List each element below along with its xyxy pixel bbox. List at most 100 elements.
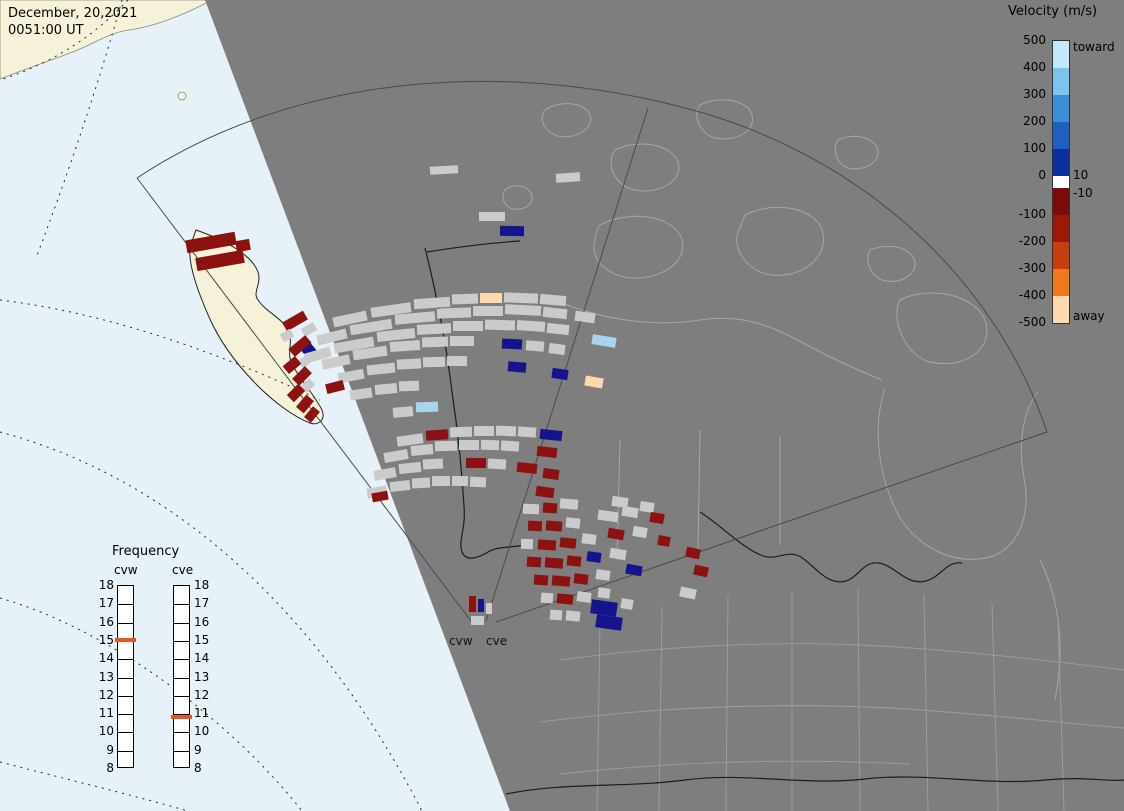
colorbar-segment <box>1053 149 1069 176</box>
radar-echo-cell <box>516 461 538 475</box>
cvw-frequency-scale <box>117 585 134 768</box>
frequency-tick-label: 12 <box>98 687 114 702</box>
radar-echo-cell <box>398 461 422 475</box>
radar-echo-cell <box>620 598 634 610</box>
radar-echo-cell <box>586 551 602 563</box>
frequency-tick-label: 13 <box>98 669 114 684</box>
radar-echo-cell <box>478 599 484 612</box>
time-label: 0051:00 UT <box>8 23 84 38</box>
velocity-tick-label: 100 <box>1023 141 1046 155</box>
radar-echo-cell <box>517 426 537 438</box>
cve-column-label: cve <box>172 563 194 577</box>
radar-echo-cell <box>300 322 318 337</box>
colorbar-segment <box>1053 122 1069 149</box>
radar-echo-cell <box>195 249 245 272</box>
radar-echo-cell <box>451 293 479 305</box>
radar-echo-cell <box>591 334 617 348</box>
night-region <box>205 0 1124 811</box>
radar-echo-cell <box>411 477 431 489</box>
colorbar-segment <box>1053 215 1069 242</box>
radar-echo-cell <box>545 520 563 532</box>
radar-echo-cell <box>429 165 459 175</box>
velocity-colorbar <box>1052 40 1070 324</box>
radar-echo-cell <box>516 320 546 332</box>
radar-echo-cell <box>499 225 525 237</box>
radar-echo-cell <box>685 546 701 560</box>
radar-echo-cell <box>431 475 451 487</box>
radar-echo-cell <box>366 362 396 376</box>
frequency-tick-label: 18 <box>194 578 210 592</box>
velocity-tick-label: 300 <box>1023 87 1046 101</box>
frequency-tick-label: 10 <box>194 724 210 739</box>
radar-echo-cell <box>657 534 671 548</box>
frequency-legend-title: Frequency <box>112 544 180 559</box>
radar-echo-cell <box>537 539 557 551</box>
radar-echo-cell <box>679 586 697 600</box>
radar-echo-cell <box>548 343 566 355</box>
radar-echo-cell <box>185 231 237 254</box>
radar-echo-cell <box>474 426 494 436</box>
radar-echo-cell <box>544 557 564 569</box>
radar-echo-cell <box>597 587 611 599</box>
frequency-tick-label: 8 <box>194 761 202 775</box>
radar-echo-cell <box>422 356 446 368</box>
radar-echo-cell <box>574 310 596 324</box>
radar-site-label: cvw <box>449 634 473 648</box>
radar-echo-cell <box>507 361 527 373</box>
state-borders <box>539 587 1124 811</box>
colorbar-segment <box>1053 242 1069 269</box>
radar-site-label: cve <box>486 634 508 648</box>
frequency-tick-line <box>118 750 133 752</box>
frequency-tick-line <box>174 695 189 697</box>
radar-echo-cell <box>542 467 560 481</box>
radar-echo-cell <box>446 355 468 367</box>
radar-echo-cell <box>421 336 449 348</box>
away-label: away <box>1073 309 1105 323</box>
radar-echo-cell <box>649 511 665 525</box>
land-alaska-coast <box>189 229 324 425</box>
radar-echo-cell <box>484 319 516 331</box>
radar-echo-cell <box>539 428 563 442</box>
radar-echo-cell <box>416 323 452 335</box>
radar-echo-cell <box>535 485 555 499</box>
radar-echo-cell <box>389 339 421 353</box>
frequency-tick-label: 15 <box>194 632 210 647</box>
radar-echo-cell <box>576 591 592 603</box>
radar-echo-cell <box>394 311 436 325</box>
radar-echo-cell <box>487 458 507 470</box>
frequency-tick-label: 14 <box>98 651 114 666</box>
radar-echo-cell <box>373 467 397 481</box>
radar-echo-cell <box>609 547 627 561</box>
radar-echo-cell <box>546 322 570 336</box>
radar-echo-cell <box>480 293 502 303</box>
radar-echo-cell <box>371 490 389 503</box>
cvw-column-label: cvw <box>114 563 138 577</box>
radar-echo-cell <box>559 498 579 510</box>
frequency-tick-line <box>118 659 133 661</box>
velocity-tick-label: -200 <box>1018 234 1046 248</box>
coastlines-night <box>502 99 1061 701</box>
colorbar-segment <box>1053 68 1069 95</box>
radar-echo-cell <box>526 556 542 568</box>
cve-frequency-scale <box>173 585 190 768</box>
frequency-tick-label: 16 <box>194 614 210 629</box>
velocity-tick-labels: 500 400 300 200 100 0 -100 -200 -300 -400 -500 <box>1000 4 1047 336</box>
radar-echo-cell <box>584 375 604 389</box>
radar-echo-cell <box>556 593 574 605</box>
island-small <box>177 91 187 101</box>
radar-echo-cell <box>595 569 611 581</box>
velocity-tick-label: -500 <box>1018 315 1046 329</box>
radar-echo-cell <box>597 509 619 523</box>
radar-echo-cell <box>533 574 549 586</box>
velocity-tick-label: -300 <box>1018 261 1046 275</box>
radar-echo-cell <box>621 505 639 519</box>
radar-echo-cell <box>495 425 517 437</box>
radar-echo-cell <box>398 380 420 392</box>
velocity-tick-label: 500 <box>1023 33 1046 47</box>
frequency-tick-label: 9 <box>194 742 202 757</box>
frequency-marker <box>171 714 192 719</box>
frequency-tick-label: 11 <box>194 706 210 721</box>
radar-echo-cell <box>559 537 577 549</box>
land-siberia <box>0 0 213 80</box>
